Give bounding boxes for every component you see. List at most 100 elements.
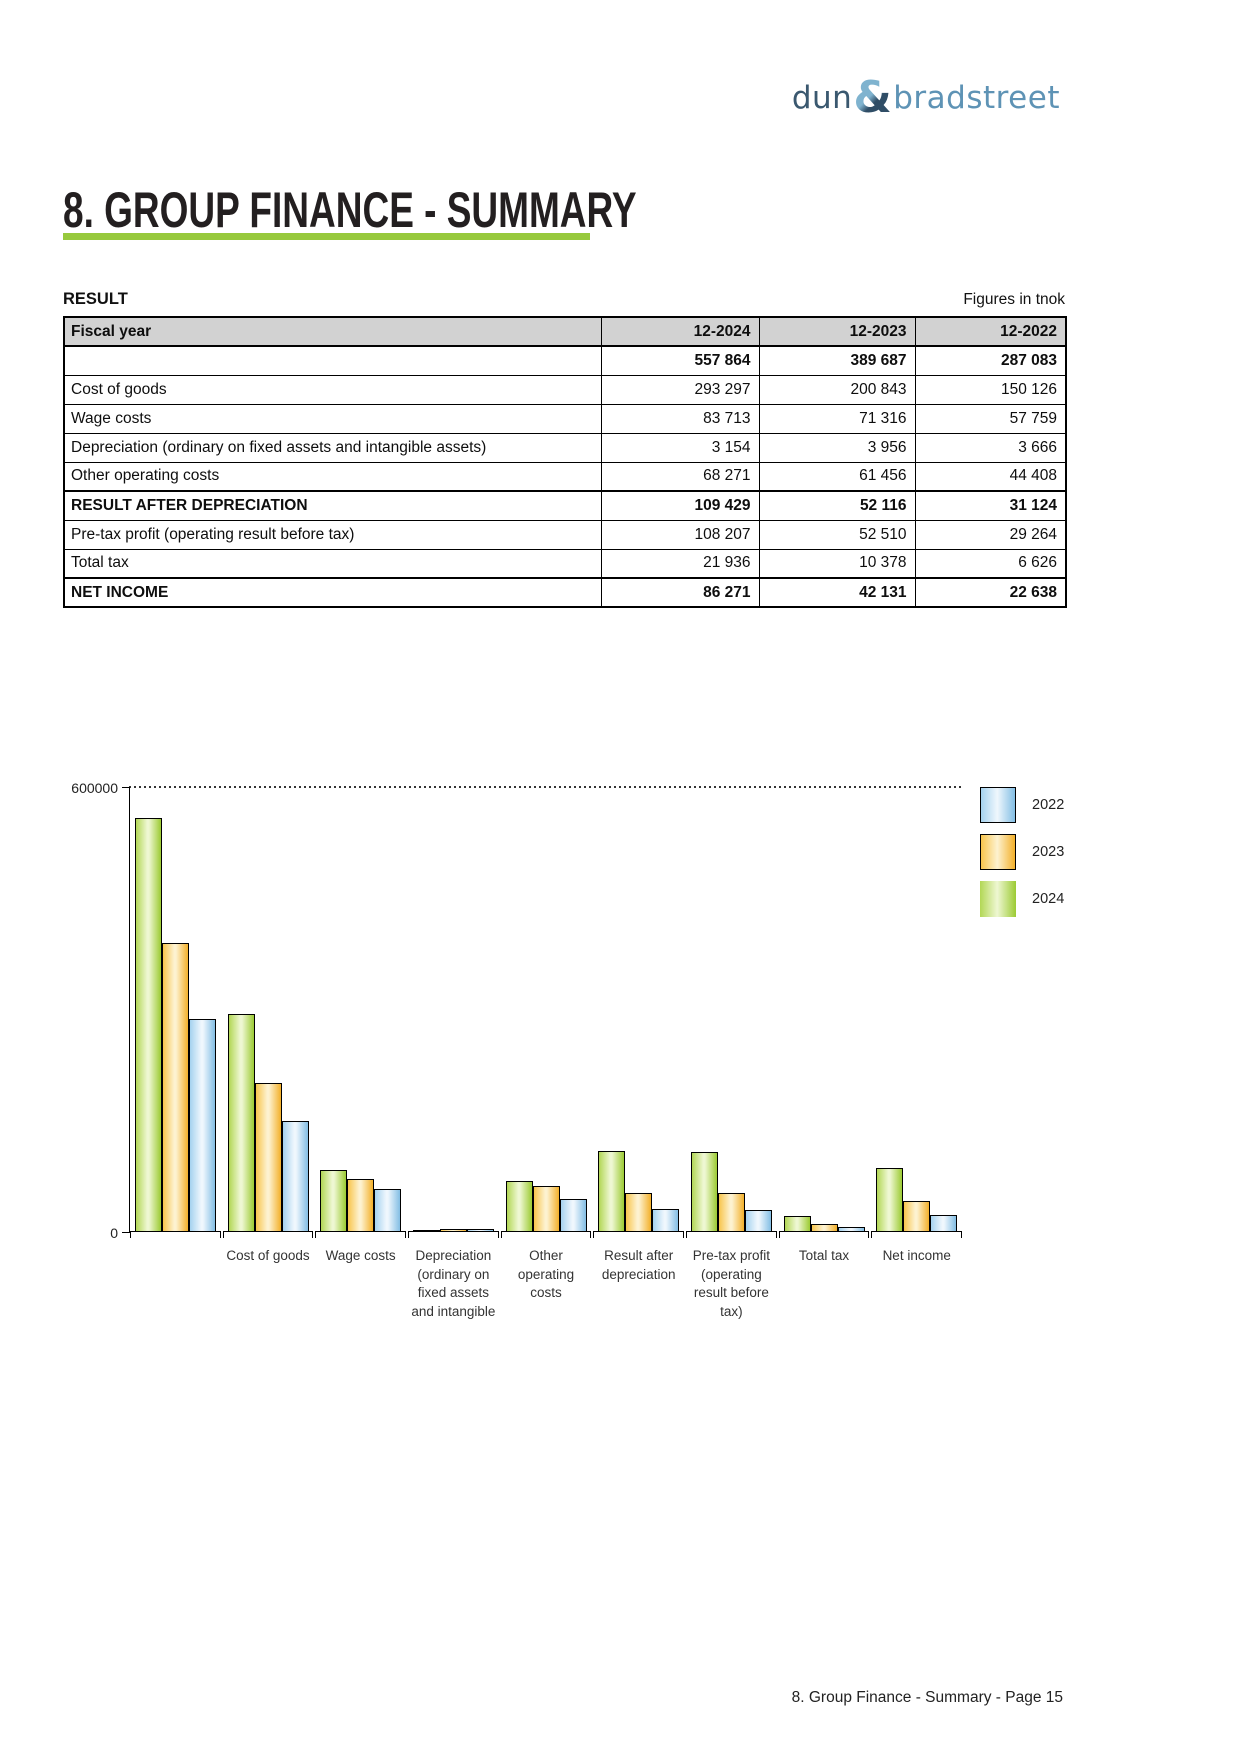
row-label: Other operating costs [63,461,602,492]
x-axis-segment [500,1231,592,1238]
bar-chart-plot-area [129,787,963,1238]
finance-table: Fiscal year 12-2024 12-2023 12-2022 557 … [63,316,1067,608]
value-cell: 83 713 [600,403,760,434]
x-axis-label: Depreciation (ordinary on fixed assets and … [411,1248,496,1319]
value-cell: 44 408 [914,461,1067,492]
table-row: RESULT AFTER DEPRECIATION 109 429 52 116… [63,490,1067,521]
legend-item-2024: 2024 [980,881,1064,917]
chart-group [592,787,685,1238]
table-row: Wage costs 83 713 71 316 57 759 [63,403,1067,434]
x-axis-label [129,1247,222,1321]
row-label: Total tax [63,548,602,579]
row-label: NET INCOME [63,577,602,608]
ampersand-icon: & [853,72,893,123]
chart-group [870,787,963,1238]
table-row: Cost of goods 293 297 200 843 150 126 [63,374,1067,405]
figures-in-tnok-note: Figures in tnok [963,291,1065,308]
y-tick-label-max: 600000 [71,780,118,796]
value-cell: 61 456 [758,461,916,492]
value-cell: 6 626 [914,548,1067,579]
bar-2022 [652,1209,680,1232]
dun-bradstreet-logo: dun & bradstreet [792,72,1060,120]
bar-2022 [744,1210,772,1232]
value-cell: 29 264 [914,519,1067,550]
x-axis-segment [130,1231,221,1238]
x-axis-segment [222,1231,314,1238]
y-axis [129,787,130,1233]
value-cell: 57 759 [914,403,1067,434]
value-cell: 42 131 [758,577,916,608]
bar-2023 [625,1193,653,1232]
value-cell: 108 207 [600,519,760,550]
value-cell: 293 297 [600,374,760,405]
x-axis-label: Net income [882,1248,951,1263]
chart-group [778,787,871,1238]
table-header-row: Fiscal year 12-2024 12-2023 12-2022 [63,316,1067,347]
year-header-2022: 12-2022 [914,316,1067,347]
value-cell: 3 666 [914,432,1067,463]
value-cell: 71 316 [758,403,916,434]
legend-label-2022: 2022 [1032,797,1065,813]
x-axis-segment [686,1231,777,1238]
bar-2023 [439,1229,467,1232]
bar-group [598,1151,680,1232]
bar-2023 [347,1179,375,1232]
legend-label-2024: 2024 [1032,891,1065,907]
table-row: NET INCOME 86 271 42 131 22 638 [63,577,1067,608]
bar-2023 [903,1201,931,1232]
bar-group [783,1216,865,1232]
legend-swatch-2022 [980,787,1016,823]
chart-legend: 2022 2023 2024 [980,787,1064,928]
legend-swatch-2024 [980,881,1016,917]
chart-group [407,787,500,1238]
value-cell: 31 124 [914,490,1067,521]
page-footer: 8. Group Finance - Summary - Page 15 [791,1689,1063,1706]
result-heading: RESULT [63,290,128,308]
x-axis-label: Wage costs [325,1248,396,1263]
bar-2024 [227,1014,255,1232]
table-row: 557 864 389 687 287 083 [63,345,1067,376]
bar-2024 [876,1168,904,1232]
value-cell: 10 378 [758,548,916,579]
x-axis-labels: Cost of goods Wage costs Depreciation (ordi… [129,1247,963,1321]
value-cell: 3 956 [758,432,916,463]
bar-2024 [505,1181,533,1232]
result-heading-row: RESULT Figures in tnok [63,290,1065,309]
table-row: Depreciation (ordinary on fixed assets a… [63,432,1067,463]
chart-group [129,787,222,1238]
x-axis-label: Other operating costs [517,1248,575,1300]
value-cell: 150 126 [914,374,1067,405]
row-label: Cost of goods [63,374,602,405]
table-row: Total tax 21 936 10 378 6 626 [63,548,1067,579]
y-tick-label-zero: 0 [110,1225,118,1241]
chart-group [500,787,593,1238]
row-label: RESULT AFTER DEPRECIATION [63,490,602,521]
x-axis-segment [593,1231,685,1238]
value-cell: 52 116 [758,490,916,521]
chart-group [314,787,407,1238]
table-row: Pre-tax profit (operating result before … [63,519,1067,550]
bar-group [134,818,216,1232]
bar-group [227,1014,309,1232]
x-axis-segment [315,1231,407,1238]
x-axis-label: Pre-tax profit (operating result before tax… [692,1248,770,1319]
fiscal-year-header: Fiscal year [63,316,602,347]
bar-2022 [374,1189,402,1232]
y-tick-mark-zero [122,1232,129,1233]
row-label: Depreciation (ordinary on fixed assets a… [63,432,602,463]
x-axis-segment [778,1231,870,1238]
value-cell: 3 154 [600,432,760,463]
title-underline-rule [63,233,590,240]
bar-2024 [320,1170,348,1232]
value-cell: 68 271 [600,461,760,492]
bar-2024 [598,1151,626,1232]
value-cell: 21 936 [600,548,760,579]
bar-2022 [930,1215,958,1232]
x-axis-label: Result after depreciation [601,1248,676,1282]
chart-group [685,787,778,1238]
bar-2023 [161,943,189,1232]
page-title: 8. GROUP FINANCE - SUMMARY [63,182,637,238]
value-cell: 52 510 [758,519,916,550]
bar-2022 [466,1229,494,1232]
legend-item-2022: 2022 [980,787,1064,823]
